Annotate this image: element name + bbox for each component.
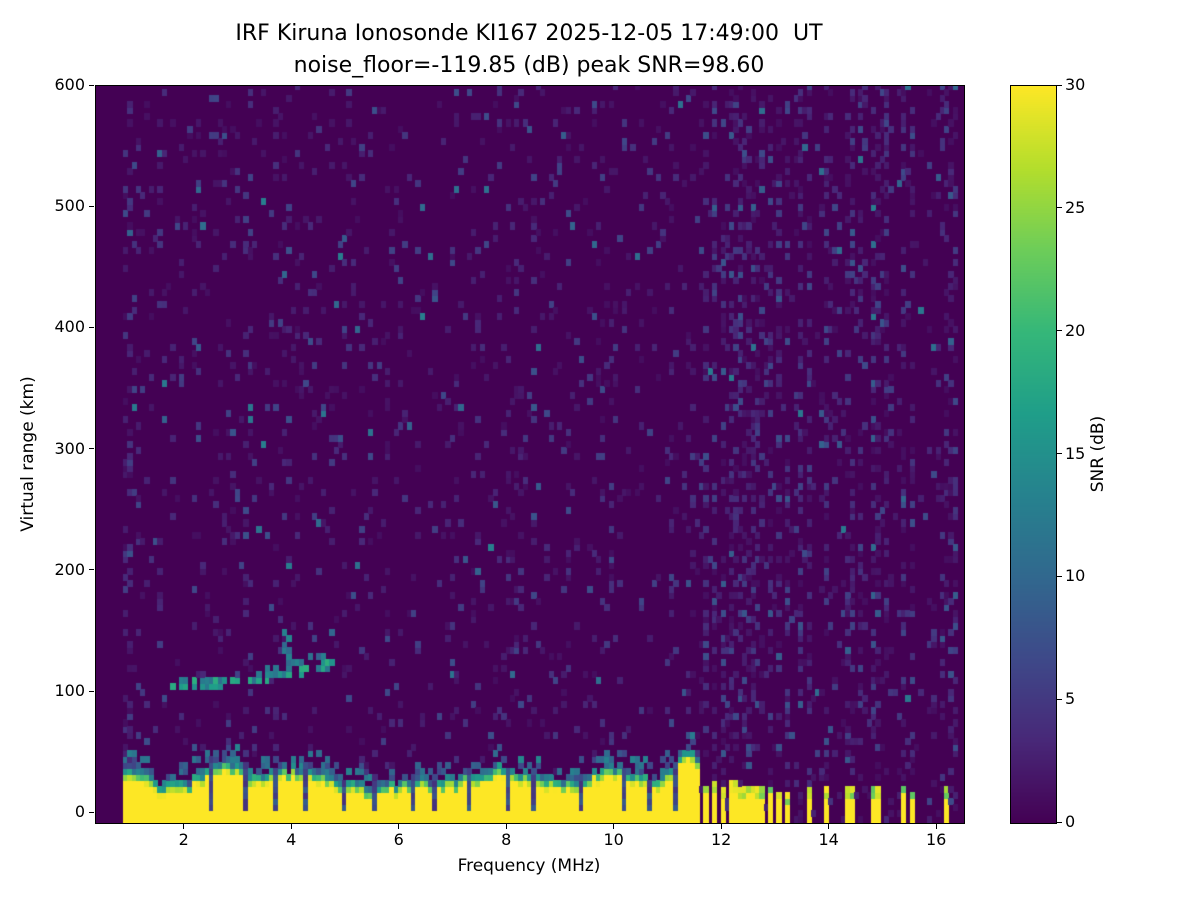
- y-tick-label: 500: [54, 196, 85, 216]
- x-tick-label: 4: [286, 830, 297, 849]
- heatmap-plot-area: [95, 85, 965, 824]
- y-tick-mark: [89, 569, 94, 571]
- colorbar-tick-label: 30: [1065, 75, 1086, 94]
- y-tick-mark: [89, 448, 94, 450]
- x-tick-label: 12: [710, 830, 732, 849]
- chart-title: IRF Kiruna Ionosonde KI167 2025-12-05 17…: [235, 21, 823, 46]
- y-axis-label: Virtual range (km): [18, 376, 38, 532]
- colorbar-tick-label: 10: [1065, 566, 1086, 586]
- y-tick-mark: [89, 205, 94, 207]
- colorbar-tick-label: 25: [1065, 197, 1086, 217]
- heatmap-canvas: [96, 86, 964, 823]
- chart-subtitle: noise_floor=-119.85 (dB) peak SNR=98.60: [293, 53, 765, 78]
- y-tick-label: 400: [54, 317, 85, 337]
- colorbar-tick-label: 20: [1065, 320, 1086, 340]
- x-tick-mark: [505, 824, 507, 829]
- colorbar-tick-mark: [1057, 821, 1062, 823]
- y-tick-mark: [89, 326, 94, 328]
- x-tick-mark: [613, 824, 615, 829]
- x-tick-label: 8: [501, 830, 512, 849]
- y-tick-label: 300: [54, 438, 85, 458]
- x-tick-label: 2: [178, 830, 189, 849]
- y-tick-label: 100: [54, 681, 85, 701]
- x-tick-label: 16: [925, 830, 947, 849]
- x-tick-mark: [183, 824, 185, 829]
- x-tick-mark: [935, 824, 937, 829]
- x-tick-mark: [720, 824, 722, 829]
- colorbar-tick-label: 15: [1065, 443, 1086, 463]
- colorbar-tick-label: 5: [1065, 689, 1076, 709]
- x-axis-label: Frequency (MHz): [457, 856, 601, 876]
- y-tick-mark: [89, 690, 94, 692]
- colorbar-tick-mark: [1057, 698, 1062, 700]
- x-tick-label: 10: [603, 830, 624, 849]
- y-tick-mark: [89, 811, 94, 813]
- colorbar: [1010, 85, 1057, 824]
- colorbar-gradient: [1011, 86, 1056, 823]
- y-tick-label: 600: [54, 75, 85, 94]
- x-tick-mark: [828, 824, 830, 829]
- colorbar-tick-mark: [1057, 575, 1062, 577]
- x-tick-mark: [290, 824, 292, 829]
- colorbar-tick-mark: [1057, 207, 1062, 209]
- colorbar-tick-label: 0: [1065, 812, 1076, 831]
- y-tick-label: 200: [54, 559, 85, 579]
- y-tick-mark: [89, 84, 94, 86]
- x-tick-mark: [398, 824, 400, 829]
- colorbar-tick-mark: [1057, 330, 1062, 332]
- y-tick-label: 0: [74, 802, 85, 822]
- x-tick-label: 14: [818, 830, 839, 849]
- colorbar-tick-mark: [1057, 453, 1062, 454]
- colorbar-tick-mark: [1057, 84, 1062, 86]
- x-tick-label: 6: [393, 830, 404, 849]
